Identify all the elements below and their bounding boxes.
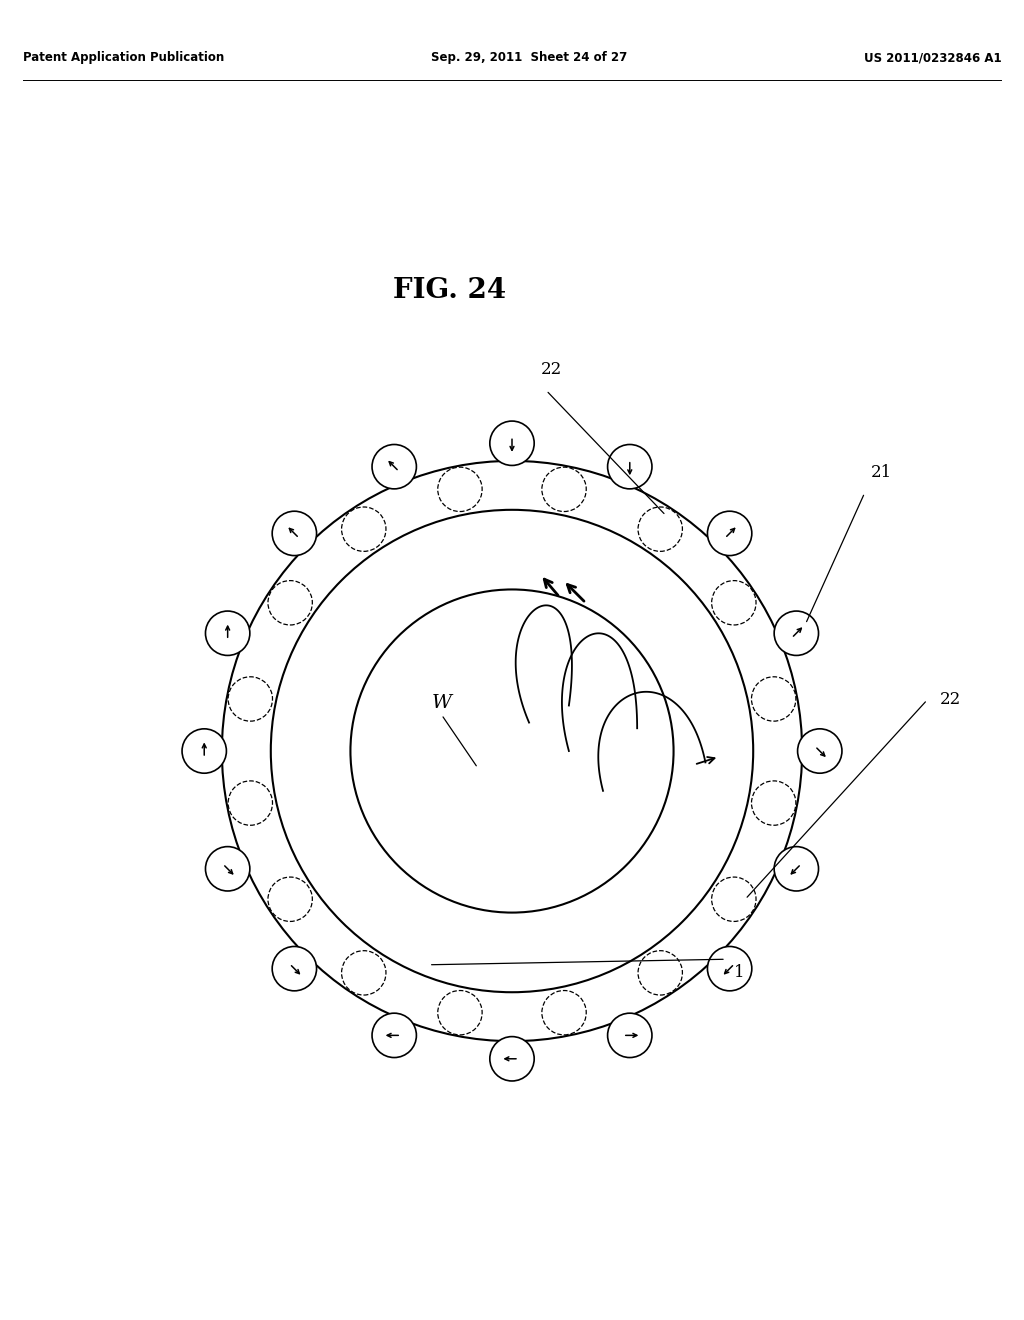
Circle shape <box>708 511 752 556</box>
Circle shape <box>542 990 586 1035</box>
Text: 22: 22 <box>939 692 961 709</box>
Text: Patent Application Publication: Patent Application Publication <box>23 51 224 65</box>
Circle shape <box>774 846 818 891</box>
Circle shape <box>712 876 756 921</box>
Circle shape <box>638 507 682 552</box>
Text: 21: 21 <box>871 463 892 480</box>
Circle shape <box>438 990 482 1035</box>
Circle shape <box>638 950 682 995</box>
Circle shape <box>712 581 756 624</box>
Circle shape <box>228 781 272 825</box>
Circle shape <box>206 846 250 891</box>
Circle shape <box>774 611 818 656</box>
Circle shape <box>228 677 272 721</box>
Circle shape <box>708 946 752 991</box>
Circle shape <box>438 467 482 512</box>
Circle shape <box>542 467 586 512</box>
Circle shape <box>489 421 535 466</box>
Circle shape <box>342 507 386 552</box>
Text: 1: 1 <box>734 965 744 981</box>
Circle shape <box>752 781 796 825</box>
Circle shape <box>607 445 652 488</box>
Circle shape <box>752 677 796 721</box>
Circle shape <box>272 511 316 556</box>
Circle shape <box>272 946 316 991</box>
Text: 22: 22 <box>542 362 562 379</box>
Text: US 2011/0232846 A1: US 2011/0232846 A1 <box>863 51 1001 65</box>
Text: FIG. 24: FIG. 24 <box>393 277 506 304</box>
Circle shape <box>182 729 226 774</box>
Circle shape <box>268 581 312 624</box>
Circle shape <box>268 876 312 921</box>
Text: Sep. 29, 2011  Sheet 24 of 27: Sep. 29, 2011 Sheet 24 of 27 <box>431 51 627 65</box>
Text: W: W <box>431 694 452 713</box>
Circle shape <box>798 729 842 774</box>
Circle shape <box>607 1014 652 1057</box>
Circle shape <box>372 1014 417 1057</box>
Circle shape <box>372 445 417 488</box>
Circle shape <box>489 1036 535 1081</box>
Circle shape <box>206 611 250 656</box>
Circle shape <box>342 950 386 995</box>
